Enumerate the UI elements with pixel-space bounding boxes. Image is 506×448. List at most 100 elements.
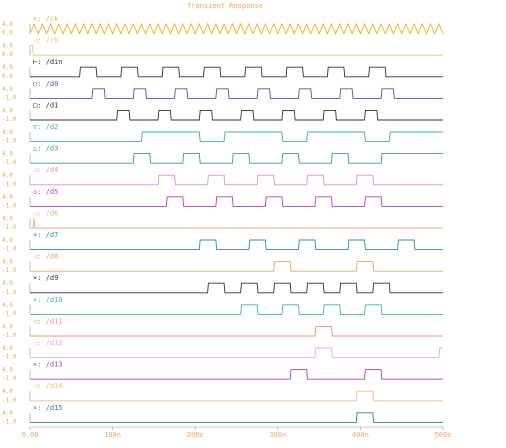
trace-d7: +: /d7 4.0 -1.0 [2, 231, 443, 253]
trace-din: ⊢: /din 4.0 0.0 [2, 58, 443, 80]
trace-label: ×: /d10 [33, 296, 63, 304]
trace-label: ○: /d0 [33, 80, 58, 88]
trace-label: +: /d7 [33, 231, 58, 239]
y-tick-label: -1.0 [2, 418, 17, 425]
y-tick-label: -1.0 [2, 116, 17, 123]
trace-label: △: /d3 [33, 145, 58, 153]
y-tick-label: 4.0 [2, 64, 13, 71]
series-line [30, 390, 443, 402]
series-line [30, 174, 443, 186]
y-tick-label: -1.0 [2, 224, 17, 231]
y-tick-label: 4.0 [2, 43, 13, 50]
trace-rb: ◁: /rb 4.00.0 [2, 37, 443, 58]
y-tick-label: -1.0 [2, 354, 17, 361]
y-tick-label: -1.0 [2, 159, 17, 166]
series-line [30, 412, 443, 423]
trace-label: ◁: /d14 [32, 382, 63, 390]
series-line [30, 282, 443, 294]
trace-d4: ◁: /d4 4.0 -1.0 [2, 166, 443, 188]
y-tick-label: 0.0 [2, 51, 13, 58]
series-line [30, 218, 443, 229]
series-line [30, 304, 443, 315]
y-tick-label: -1.0 [2, 332, 17, 339]
series-line [30, 109, 443, 121]
trace-label: □: /d1 [33, 101, 58, 109]
y-tick-label: -1.0 [2, 397, 17, 404]
y-tick-label: -1.0 [2, 267, 17, 274]
x-tick-label: 0.00 [22, 431, 39, 439]
y-tick-label: 4.0 [2, 21, 13, 28]
y-tick-label: 0.0 [2, 73, 13, 80]
series-line [30, 66, 443, 78]
trace-d6: ◁: /d6 4.0 -1.0 [2, 209, 443, 231]
trace-label: ◁: /rb [32, 37, 58, 45]
y-tick-label: -1.0 [2, 246, 17, 253]
trace-d10: ×: /d10 4.0-1.0 [2, 296, 443, 317]
y-tick-label: 4.0 [2, 215, 13, 222]
trace-d13: ×: /d13 4.0-1.0 [2, 361, 443, 382]
series-line [30, 347, 443, 359]
trace-label: ×: /ck [33, 15, 59, 23]
trace-label: ◁: /d8 [32, 253, 58, 261]
trace-d5: ◇: /d5 4.0-1.0 [2, 188, 443, 209]
series-line [29, 22, 444, 35]
y-tick-label: 4.0 [2, 345, 13, 352]
y-tick-label: 4.0 [2, 367, 13, 374]
y-tick-label: -1.0 [2, 310, 17, 317]
y-tick-label: 4.0 [2, 280, 13, 287]
y-tick-label: -1.0 [2, 94, 17, 101]
series-line [30, 45, 443, 56]
trace-d8: ◁: /d8 4.0-1.0 [2, 253, 443, 274]
x-tick-label: 500n [435, 431, 452, 439]
series-line [30, 131, 443, 143]
y-tick-label: 4.0 [2, 237, 13, 244]
series-line [30, 196, 443, 207]
series-line [30, 325, 443, 337]
y-tick-label: 4.0 [2, 410, 13, 417]
y-tick-label: 4.0 [2, 107, 13, 114]
trace-label: ◁: /d11 [32, 317, 63, 325]
y-tick-label: 4.0 [2, 151, 13, 158]
trace-label: ×: /d13 [33, 361, 63, 369]
trace-label: ◁: /d12 [32, 339, 63, 347]
x-tick-label: 300n [269, 431, 286, 439]
trace-d12: ◁: /d12 4.0 -1.0 [2, 339, 443, 361]
trace-label: ▽: /d2 [33, 123, 58, 131]
x-axis: 0.00 100n 200n 300n 400n 500n [22, 426, 452, 439]
trace-ck: ×: /ck 4.0 0.0 [2, 15, 444, 37]
x-tick-label: 200n [187, 431, 204, 439]
y-tick-label: 4.0 [2, 302, 13, 309]
y-tick-label: 4.0 [2, 323, 13, 330]
y-tick-label: -1.0 [2, 375, 17, 382]
trace-d0: ○: /d0 4.0-1.0 [2, 80, 443, 101]
trace-label: ◇: /d5 [33, 188, 58, 196]
series-line [30, 369, 443, 380]
y-tick-label: -1.0 [2, 181, 17, 188]
y-tick-label: 4.0 [2, 194, 13, 201]
series-line [30, 261, 443, 272]
y-tick-label: 0.0 [2, 30, 13, 37]
trace-d1: □: /d1 4.0 -1.0 [2, 101, 443, 123]
y-tick-label: 4.0 [2, 129, 13, 136]
trace-d15: ×: /d15 4.0-1.0 [2, 404, 443, 425]
y-tick-label: -1.0 [2, 138, 17, 145]
trace-label: ⊢: /din [33, 58, 63, 66]
traces-group: ×: /ck4.00.0◁: /rb4.00.0⊢: /din4.00.0○: … [2, 15, 444, 425]
series-line [30, 88, 443, 99]
trace-d9: ×: /d9 4.0 -1.0 [2, 274, 443, 296]
y-tick-label: -1.0 [2, 289, 17, 296]
trace-d11: ◁: /d11 4.0 -1.0 [2, 317, 443, 339]
y-tick-label: -1.0 [2, 202, 17, 209]
y-tick-label: 4.0 [2, 86, 13, 93]
trace-label: ◁: /d6 [32, 209, 58, 217]
trace-d3: △: /d3 4.0-1.0 [2, 145, 443, 166]
chart-title: Transient Response [187, 2, 263, 10]
trace-label: ×: /d15 [33, 404, 63, 412]
x-tick-label: 400n [352, 431, 369, 439]
series-line [30, 153, 443, 164]
series-line [30, 239, 443, 251]
y-tick-label: 4.0 [2, 388, 13, 395]
trace-d14: ◁: /d14 4.0 -1.0 [2, 382, 443, 404]
trace-label: ◁: /d4 [32, 166, 58, 174]
